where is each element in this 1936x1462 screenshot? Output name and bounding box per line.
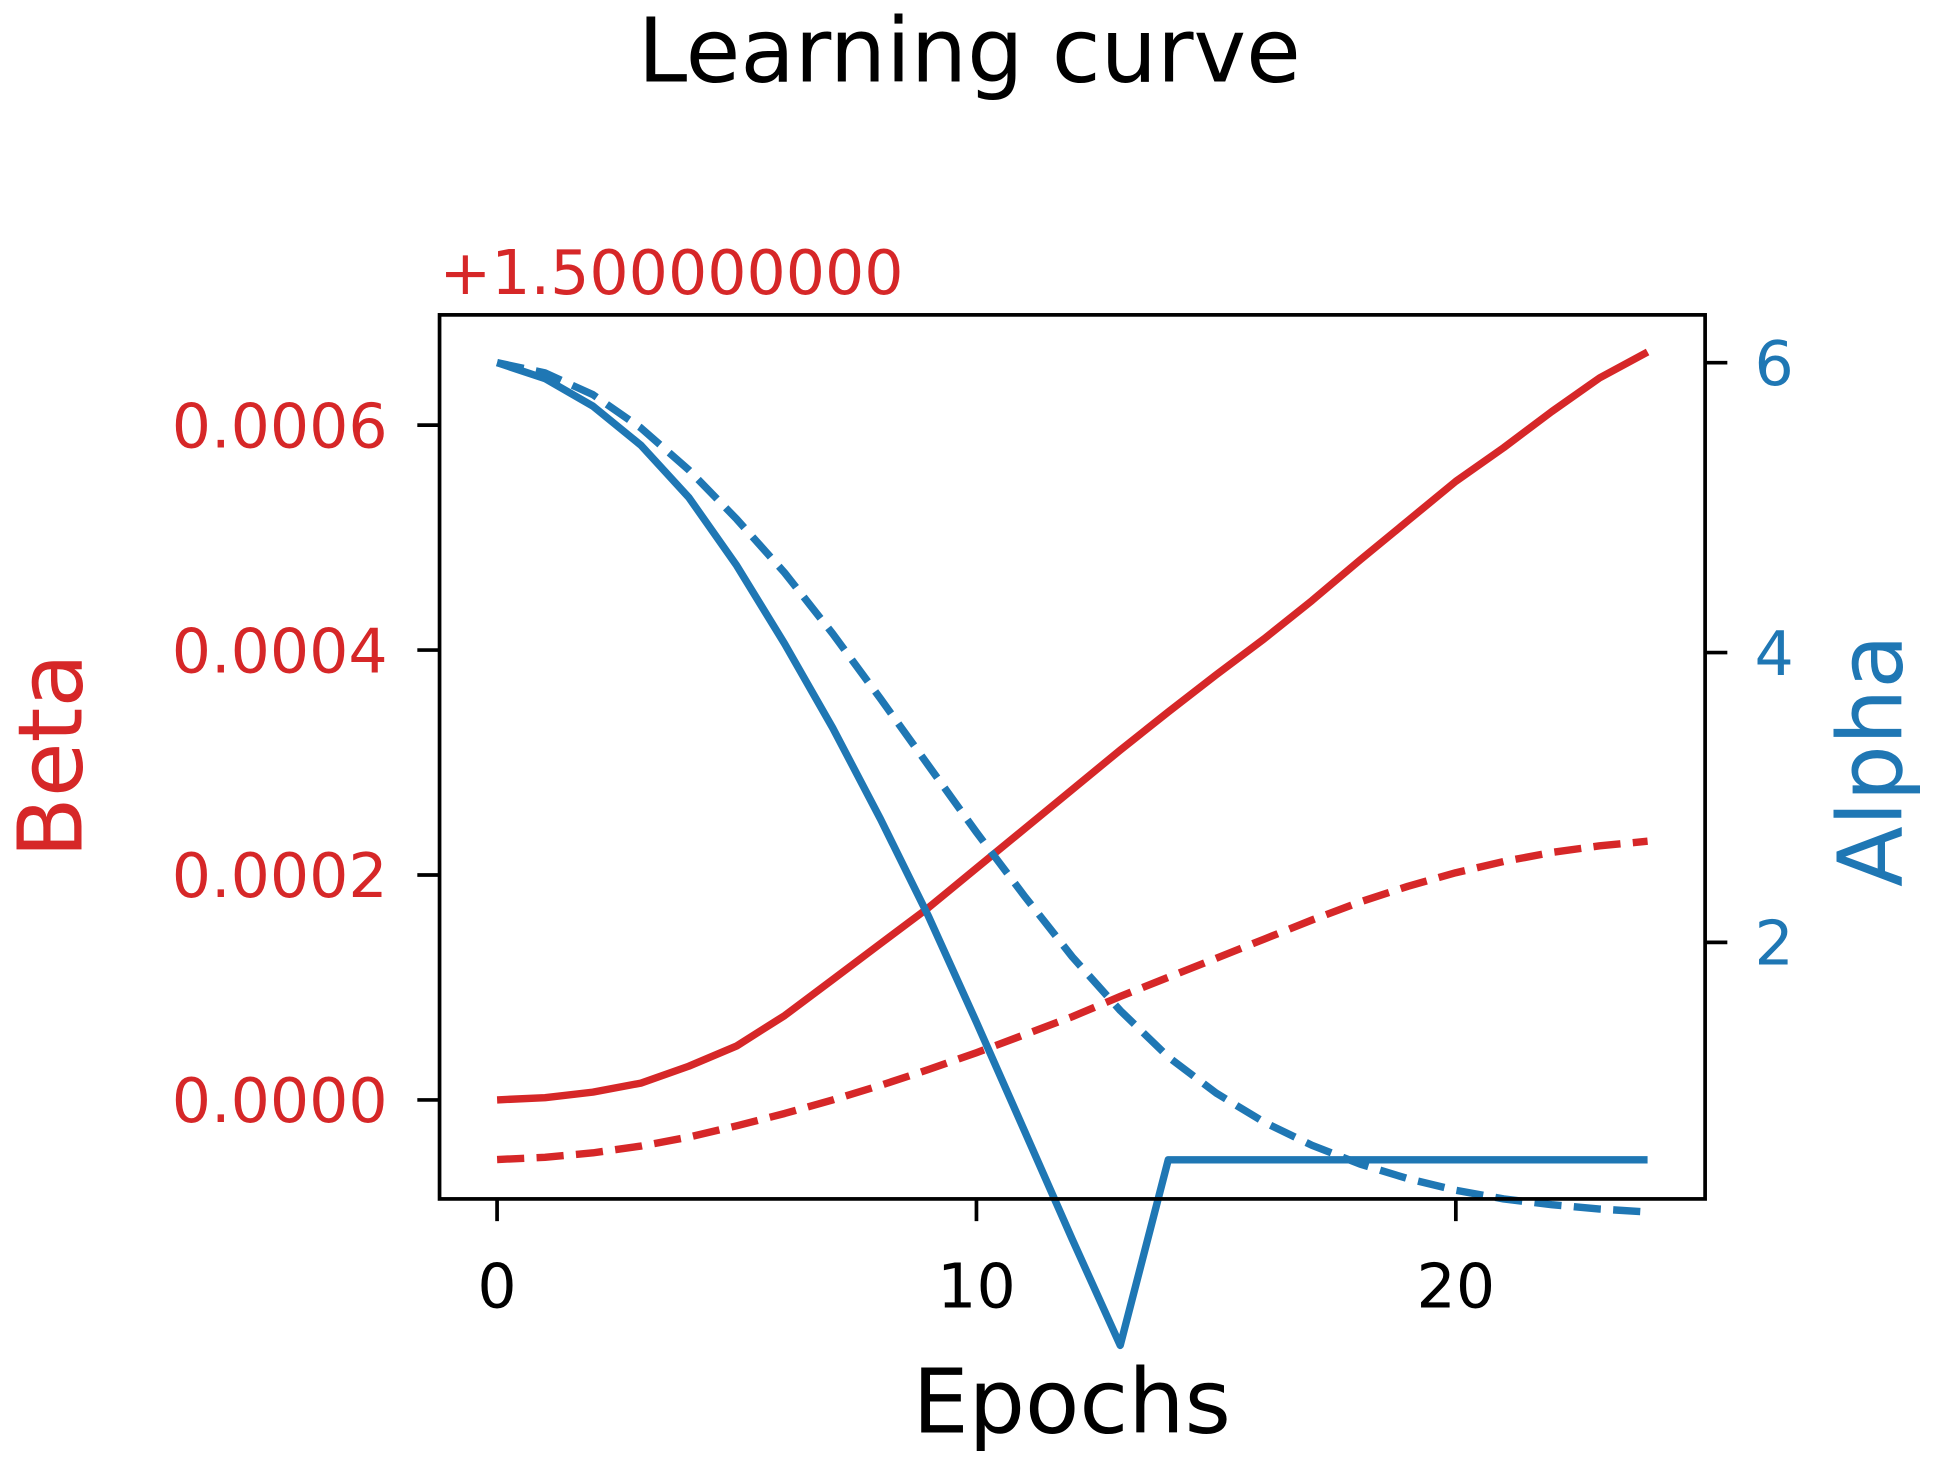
left-axis-label: Beta	[0, 653, 102, 858]
x-axis-label: Epochs	[912, 1349, 1230, 1453]
left-tick-label: 0.0004	[172, 615, 388, 687]
right-axis-ticks: 2 4 6	[1705, 328, 1794, 980]
plot-frame	[437, 313, 1707, 1201]
series-line-alpha-solid	[495, 359, 1648, 1350]
series-line-beta-dashed	[496, 837, 1648, 1164]
right-tick-label: 6	[1755, 328, 1794, 400]
left-tick-label: 0.0000	[172, 1065, 388, 1137]
x-tick-label: 10	[937, 1251, 1016, 1323]
series-line-beta-solid	[496, 348, 1650, 1104]
left-tick-label: 0.0006	[172, 390, 388, 462]
right-tick-label: 4	[1755, 618, 1794, 690]
x-tick-label: 20	[1417, 1251, 1496, 1323]
x-tick-label: 0	[477, 1251, 516, 1323]
plot-lines	[495, 348, 1650, 1350]
right-tick-label: 2	[1755, 908, 1794, 980]
chart-title: Learning curve	[638, 0, 1301, 103]
left-axis-offset-text: +1.500000000	[440, 237, 904, 309]
right-axis-label: Alpha	[1818, 634, 1922, 887]
left-axis-ticks: 0.0000 0.0002 0.0004 0.0006	[172, 390, 440, 1137]
x-axis-ticks: 0 10 20	[477, 1198, 1496, 1323]
series-line-alpha-dashed	[496, 359, 1648, 1216]
left-tick-label: 0.0002	[172, 840, 388, 912]
